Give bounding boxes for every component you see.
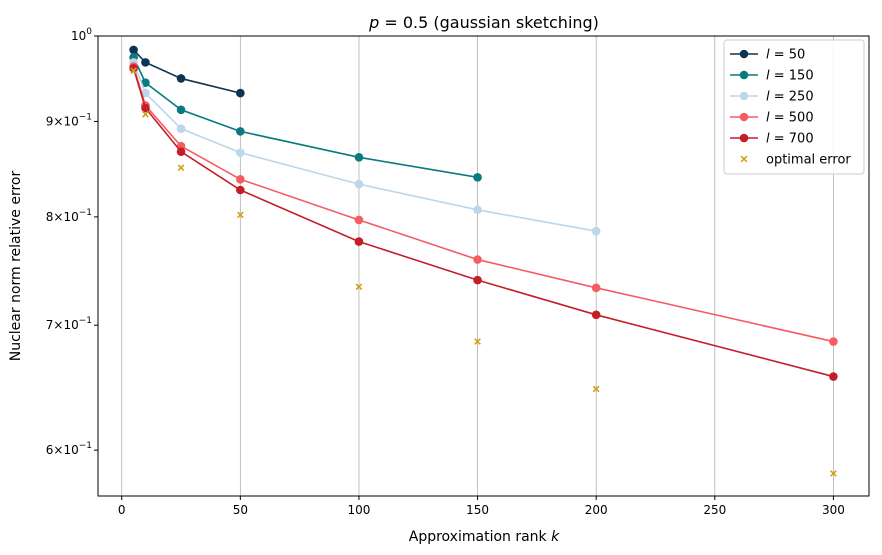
plot-area-frame	[97, 35, 870, 497]
legend-entry: optimal error	[740, 153, 851, 168]
series-2	[129, 58, 601, 236]
optimal-point	[830, 470, 837, 477]
x-tick-label: 150	[466, 503, 489, 517]
data-point	[129, 45, 138, 55]
legend-label: l = 700	[766, 132, 814, 147]
data-point	[591, 310, 601, 320]
legend-label: l = 500	[766, 111, 814, 126]
y-tick-label: 6×10−1	[46, 441, 92, 457]
optimal-point	[177, 164, 185, 172]
legend: l = 50 l = 150 l = 250 l = 500 l = 700 optima…	[723, 39, 865, 175]
legend-label: l = 150	[766, 69, 814, 84]
data-point	[354, 153, 364, 162]
y-axis-label: Nuclear norm relative error	[8, 171, 24, 362]
data-point	[473, 173, 482, 182]
y-tick-label: 9×10−1	[46, 112, 92, 128]
y-tick-label: 8×10−1	[46, 208, 92, 224]
data-point	[473, 275, 482, 285]
data-point	[354, 215, 364, 225]
legend-label: l = 250	[766, 90, 814, 105]
data-point	[176, 74, 186, 83]
data-point	[236, 148, 245, 157]
data-point	[176, 124, 186, 133]
legend-box	[723, 39, 865, 175]
legend-entry: l = 50	[730, 48, 805, 63]
series-0	[129, 45, 245, 98]
chart-title: p = 0.5 (gaussian sketching)	[368, 13, 599, 32]
data-point	[129, 63, 138, 73]
data-point	[236, 185, 245, 195]
optimal-point	[355, 283, 363, 291]
data-point	[236, 127, 245, 136]
series-line	[132, 62, 597, 233]
x-tick-label: 50	[233, 503, 248, 517]
legend-label: l = 50	[766, 48, 805, 63]
legend-marker	[740, 155, 748, 163]
data-point	[354, 179, 364, 189]
optimal-point	[474, 338, 481, 345]
series-4	[129, 63, 838, 381]
legend-entry: l = 700	[730, 132, 814, 147]
x-axis-label-text: Approximation rank	[409, 529, 548, 545]
data-point	[354, 237, 364, 246]
optimal-point	[130, 67, 137, 75]
series-1	[129, 53, 482, 182]
data-point	[176, 147, 186, 157]
data-point	[829, 337, 838, 346]
x-tick-label: 200	[585, 503, 608, 517]
series-line	[132, 66, 834, 343]
data-point	[141, 78, 150, 88]
data-point	[473, 255, 482, 264]
data-point	[591, 226, 601, 236]
legend-entry: l = 150	[730, 69, 814, 84]
data-point	[141, 103, 150, 113]
legend-entry: l = 500	[730, 111, 814, 126]
data-point	[236, 174, 245, 184]
optimal-point	[592, 385, 600, 393]
legend-entry: l = 250	[730, 90, 814, 105]
series-line	[132, 57, 478, 179]
x-axis-label: Approximation rank k	[409, 529, 560, 545]
series-line	[132, 68, 834, 378]
optimal-point	[236, 211, 244, 219]
series-line	[133, 49, 241, 94]
data-point	[591, 283, 601, 293]
x-tick-label: 300	[822, 503, 845, 517]
x-tick-label: 0	[118, 503, 126, 517]
series-optimal-error	[130, 67, 837, 477]
y-tick-label: 7×10−1	[46, 316, 92, 332]
data-point	[236, 88, 245, 98]
x-axis-label-var: k	[551, 529, 560, 545]
plot-series	[129, 45, 838, 477]
x-tick-label: 250	[703, 503, 726, 517]
axis-ticks: 0 50 100 150 200 250 300 100 9×10−1 8×10−1 7×10−1 6…	[46, 27, 845, 517]
data-point	[829, 372, 838, 381]
legend-label: optimal error	[766, 153, 851, 168]
data-point	[141, 88, 150, 98]
title-var: p	[368, 13, 379, 32]
optimal-point	[142, 110, 149, 118]
data-point	[141, 58, 150, 67]
x-tick-label: 100	[348, 503, 371, 517]
y-tick-label: 100	[71, 27, 92, 43]
title-suffix: (gaussian sketching)	[433, 13, 599, 32]
title-value: = 0.5	[384, 13, 428, 32]
data-point	[473, 205, 482, 215]
data-point	[176, 105, 186, 115]
